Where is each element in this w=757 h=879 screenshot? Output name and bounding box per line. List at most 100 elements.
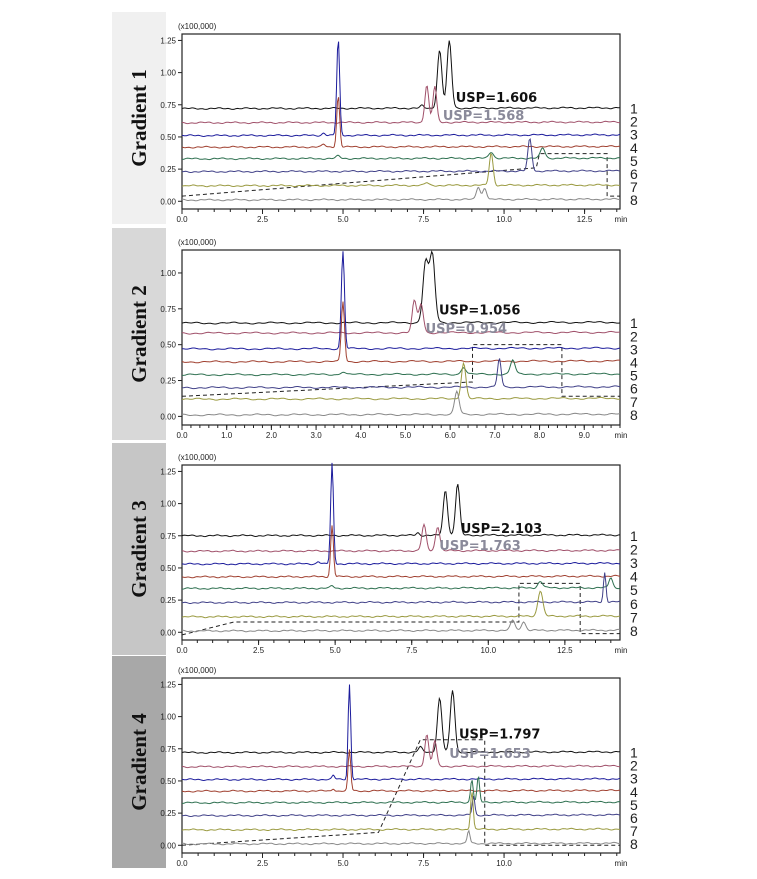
plot-frame (181, 249, 621, 426)
y-tick-label: 1.00 (160, 500, 176, 509)
trace-number-label: 2 (630, 541, 638, 557)
y-tick-label: 0.50 (160, 341, 176, 350)
chart-panel-2: Gradient 2(x100,000)0.000.250.500.751.00… (112, 228, 638, 440)
y-tick-label: 0.75 (160, 101, 176, 110)
trace-2 (182, 299, 621, 335)
x-tick-label: 2.5 (257, 215, 269, 224)
trace-number-label: 1 (630, 745, 638, 761)
gradient-profile-line (181, 739, 620, 846)
x-tick-label: 9.0 (579, 431, 591, 440)
trace-5 (182, 147, 621, 161)
chart-panel-1: Gradient 1 (x100,000) 0.00 0.25 0.50 0.75 1.00… (112, 12, 638, 224)
x-axis-unit: min (615, 215, 628, 224)
trace-number-label: 7 (630, 179, 638, 195)
x-tick-label: 0.0 (176, 646, 188, 655)
trace-7 (181, 792, 620, 832)
usp-annotation: USP=1.056 (439, 304, 520, 319)
trace-number-label: 4 (630, 140, 638, 156)
x-tick-label: 8.0 (534, 431, 546, 440)
x-tick-label: 4.0 (355, 431, 367, 440)
trace-6 (181, 796, 621, 818)
plot-frame (181, 464, 621, 641)
y-tick-label: 0.50 (160, 564, 176, 573)
trace-4 (181, 97, 620, 149)
trace-2 (181, 85, 621, 125)
y-tick-label: 0.75 (160, 532, 176, 541)
trace-8 (182, 619, 621, 633)
panel-title: Gradient 4 (127, 713, 151, 811)
trace-8 (181, 389, 621, 417)
panel-title: Gradient 3 (127, 500, 151, 597)
x-tick-label: 2.0 (266, 431, 278, 440)
trace-5 (182, 775, 621, 805)
x-tick-label: 0.0 (176, 859, 188, 868)
y-tick-label: 1.00 (160, 713, 176, 722)
x-tick-label: 2.5 (253, 646, 265, 655)
trace-number-label: 5 (630, 153, 638, 169)
y-tick-label: 0.50 (160, 133, 176, 142)
chart-panel-3: Gradient 3 (x100,000) 0.00 0.25 0.50 0.75 1.00… (112, 443, 638, 655)
y-unit-label: (x100,000) (178, 238, 217, 247)
trace-number-label: 3 (630, 771, 638, 787)
x-tick-label: 10.0 (496, 215, 512, 224)
trace-5 (182, 577, 621, 590)
usp-annotation: USP=1.606 (456, 91, 537, 106)
panel-title: Gradient 2 (127, 285, 151, 382)
y-tick-label: 0.25 (160, 596, 176, 605)
x-tick-label: 0.0 (176, 431, 188, 440)
gradient-profile-line (181, 582, 620, 636)
trace-number-label: 5 (630, 368, 638, 384)
y-tick-label: 0.00 (160, 628, 176, 637)
usp-annotation: USP=2.103 (461, 522, 542, 537)
y-tick-label: 0.25 (160, 377, 176, 386)
gradient-profile-line (181, 153, 620, 197)
trace-number-label: 8 (630, 407, 638, 423)
trace-number-label: 7 (630, 394, 638, 410)
x-axis-unit: min (615, 646, 628, 655)
y-unit-label: (x100,000) (178, 453, 217, 462)
y-tick-label: 0.00 (160, 412, 176, 421)
trace-number-label: 4 (630, 784, 638, 800)
x-tick-label: 7.5 (418, 859, 430, 868)
trace-number-label: 6 (630, 596, 638, 612)
trace-4 (181, 749, 620, 793)
x-tick-label: 12.5 (577, 215, 593, 224)
x-tick-label: 6.0 (445, 431, 457, 440)
x-tick-label: 7.0 (489, 431, 501, 440)
trace-1 (181, 40, 620, 110)
trace-number-label: 4 (630, 569, 638, 585)
chart-panel-4: Gradient 4 (x100,000) 0.00 0.25 0.50 0.75 1.00… (112, 656, 638, 868)
trace-number-label: 6 (630, 381, 638, 397)
trace-number-label: 2 (630, 328, 638, 344)
trace-number-label: 3 (630, 555, 638, 571)
panel-label-box (112, 12, 166, 224)
trace-1 (181, 690, 620, 754)
trace-number-label: 8 (630, 192, 638, 208)
trace-number-label: 2 (630, 758, 638, 774)
trace-number-label: 3 (630, 127, 638, 143)
x-tick-label: 10.0 (496, 859, 512, 868)
x-axis-unit: min (615, 859, 628, 868)
x-tick-label: 5.0 (330, 646, 342, 655)
trace-number-label: 2 (630, 114, 638, 130)
trace-3 (181, 251, 621, 351)
trace-3 (181, 684, 621, 782)
x-tick-label: 7.5 (406, 646, 418, 655)
trace-number-label: 5 (630, 582, 638, 598)
usp-annotation: USP=1.653 (449, 747, 530, 762)
usp-annotation: USP=1.797 (459, 727, 540, 742)
trace-3 (181, 462, 621, 566)
trace-number-label: 5 (630, 797, 638, 813)
usp-annotation: USP=1.568 (443, 109, 524, 124)
y-unit-label: (x100,000) (178, 666, 217, 675)
plot-frame (181, 677, 621, 854)
trace-7 (181, 361, 620, 401)
panel-label-box (112, 228, 166, 440)
y-tick-label: 0.00 (160, 841, 176, 850)
trace-number-label: 6 (630, 810, 638, 826)
plot-frame (181, 33, 621, 210)
x-tick-label: 1.0 (221, 431, 233, 440)
trace-number-label: 8 (630, 836, 638, 852)
trace-number-label: 7 (630, 609, 638, 625)
